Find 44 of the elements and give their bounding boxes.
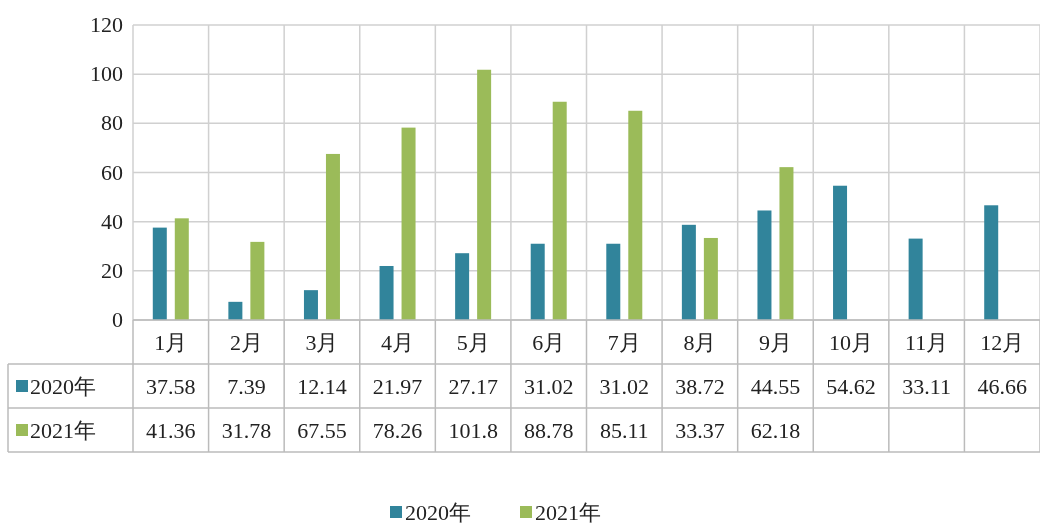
x-tick-label: 4月 (381, 330, 415, 355)
y-tick-label: 40 (101, 208, 123, 234)
x-tick-label: 5月 (456, 330, 490, 355)
x-tick-label: 3月 (305, 330, 339, 355)
x-tick-label: 6月 (532, 330, 566, 355)
data-label: 101.8 (448, 418, 498, 443)
x-tick-label: 9月 (758, 330, 792, 355)
x-tick-label: 10月 (829, 330, 874, 355)
text: 2020年 (405, 500, 471, 524)
data-label: 31.78 (221, 418, 272, 443)
data-label: 67.55 (297, 418, 347, 443)
y-tick-label: 20 (101, 257, 123, 283)
x-tick-label: 2月 (229, 330, 263, 355)
data-label: 33.11 (902, 374, 951, 399)
data-label: 41.36 (146, 418, 196, 443)
data-label: 46.66 (977, 374, 1027, 399)
x-tick-label: 1月 (154, 330, 188, 355)
data-label: 88.78 (523, 418, 574, 443)
data-label: 78.26 (372, 418, 423, 443)
x-tick-label: 12月 (980, 330, 1025, 355)
data-label: 62.18 (750, 418, 801, 443)
legend-label: 2020年 (30, 374, 96, 399)
x-tick-label: 7月 (607, 330, 641, 355)
data-label: 27.17 (448, 374, 498, 399)
y-tick-label: 60 (101, 159, 123, 185)
data-label: 38.72 (675, 374, 725, 399)
data-label: 44.55 (750, 374, 801, 399)
data-label: 7.39 (227, 374, 266, 399)
data-label: 31.02 (523, 374, 574, 399)
data-label: 85.11 (599, 418, 649, 443)
data-label: 37.58 (146, 374, 196, 399)
data-label: 54.62 (826, 374, 876, 399)
data-label: 21.97 (372, 374, 423, 399)
text: 2021年 (535, 500, 601, 524)
y-tick-label: 120 (90, 12, 123, 37)
data-label: 12.14 (297, 374, 347, 399)
x-tick-label: 11月 (905, 330, 949, 355)
x-tick-label: 8月 (683, 330, 717, 355)
y-tick-label: 100 (90, 61, 123, 87)
data-label: 31.02 (599, 374, 650, 399)
legend-label: 2021年 (30, 418, 96, 443)
data-label: 33.37 (675, 418, 725, 443)
y-tick-label: 80 (101, 110, 123, 136)
y-tick-label: 0 (112, 307, 123, 332)
